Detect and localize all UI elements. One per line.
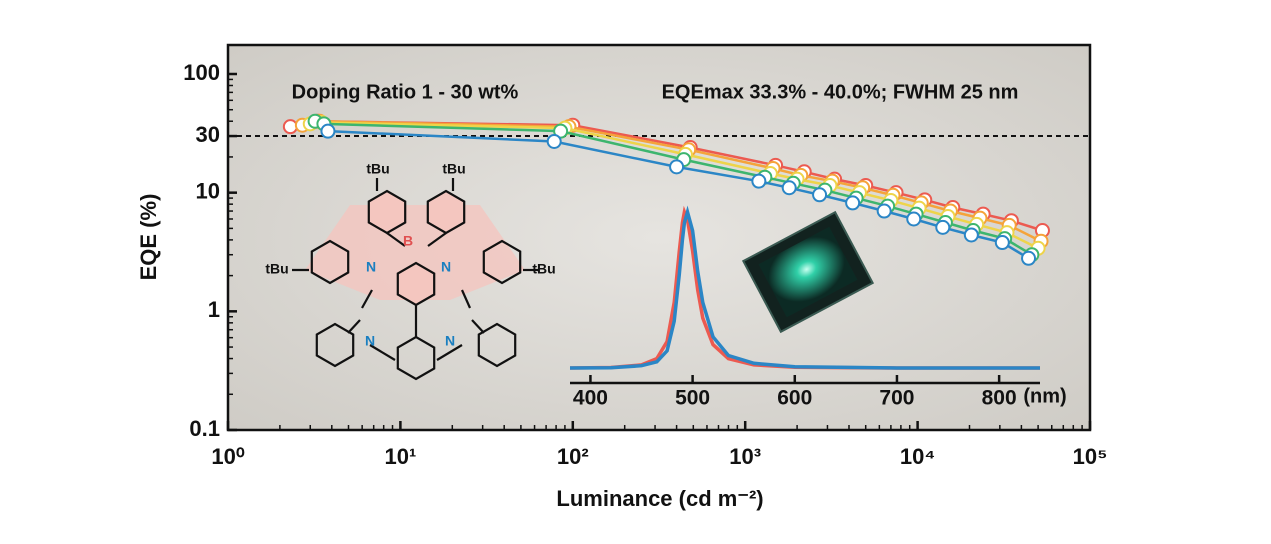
data-point [963,227,979,243]
annotation: Doping Ratio 1 - 30 wt% [292,81,519,103]
x-tick-label: 10⁰ [211,444,244,469]
bond [471,319,485,334]
inset-x-tick-label: 800 [982,387,1017,410]
ring [426,189,466,235]
y-tick-label: 100 [183,60,220,85]
ring [477,322,517,368]
ring [310,239,350,285]
molecule: tBu tBu tBu tBu B N N N N [265,161,556,381]
x-axis-label: Luminance (cd m⁻²) [556,486,763,511]
y-tick-label: 10 [196,178,220,203]
atom-label: N [441,259,451,275]
data-point [751,173,767,189]
bond [436,344,463,361]
series-line [569,205,1040,370]
y-tick-label: 30 [196,122,220,147]
atom-label: N [366,259,376,275]
data-point [320,123,336,139]
inset-x-tick-label: 400 [573,387,608,410]
bond [347,319,361,334]
data-point [812,187,828,203]
atom-label: tBu [265,261,288,277]
bond [361,289,373,309]
data-point [935,219,951,235]
data-point [906,211,922,227]
inset-x-tick-label: 500 [675,387,710,410]
ring [315,322,355,368]
ring [367,189,407,235]
y-tick-label: 0.1 [189,416,220,441]
x-tick-label: 10² [557,444,589,469]
atom-label: tBu [532,261,555,277]
plot-frame [226,43,1092,432]
x-tick-label: 10⁴ [900,444,935,469]
bond [369,344,396,361]
data-point [845,195,861,211]
core-highlight [305,205,525,300]
ring [396,261,436,307]
data-point [781,180,797,196]
x-tick-label: 10³ [729,444,761,469]
data-point [1021,250,1037,266]
y-tick-label: 1 [208,297,220,322]
ring [482,239,522,285]
inset-x-tick-label: 600 [777,387,812,410]
data-point [876,203,892,219]
data-point [546,133,562,149]
y-axis-label: EQE (%) [136,194,161,281]
device-photo [741,210,875,334]
atom-label: N [365,333,375,349]
atom-label: tBu [442,161,465,177]
inset-x-tick-label: 700 [879,387,914,410]
atom-label: B [403,233,413,249]
data-point [669,159,685,175]
data-point [994,235,1010,251]
atom-label: N [445,333,455,349]
inset-x-label: (nm) [1023,385,1066,407]
x-tick-label: 10⁵ [1073,444,1108,469]
bond [427,232,447,247]
ring [396,335,436,381]
atom-label: tBu [366,161,389,177]
bond [460,289,472,309]
bond [386,232,406,247]
annotation: EQEmax 33.3% - 40.0%; FWHM 25 nm [662,81,1019,103]
x-tick-label: 10¹ [385,444,417,469]
data-point [282,119,298,135]
